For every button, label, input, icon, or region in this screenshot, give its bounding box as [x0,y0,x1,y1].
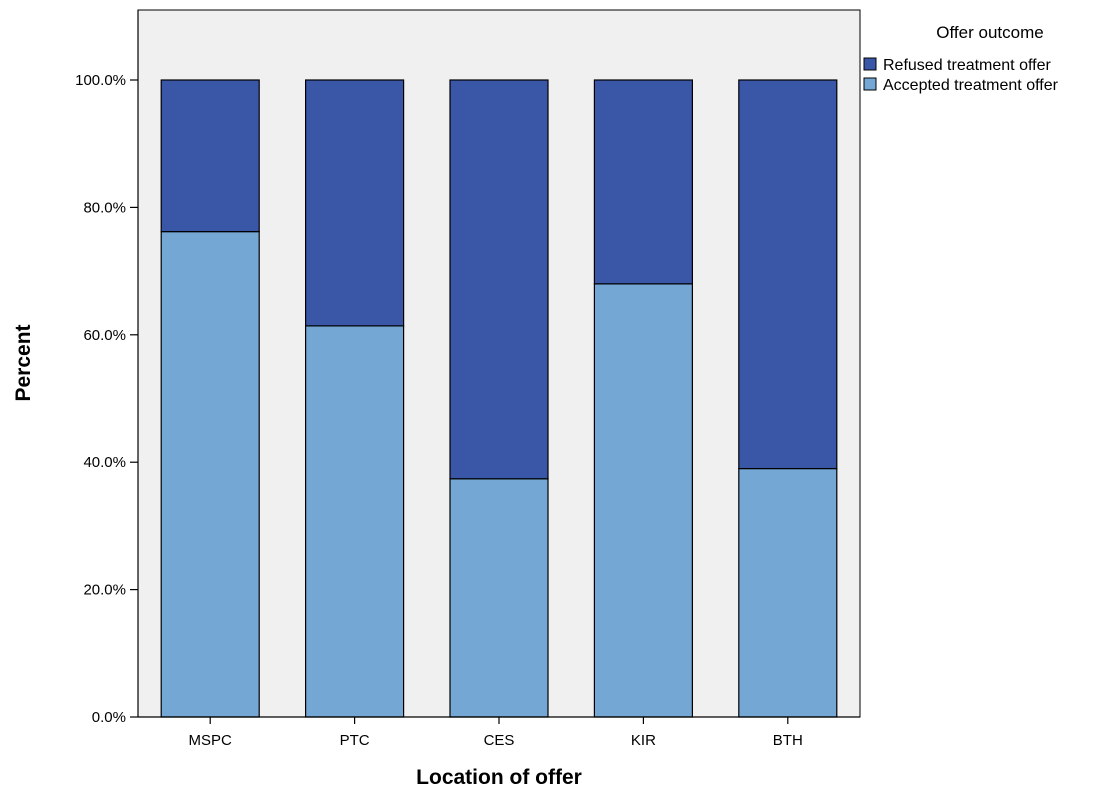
bar-accepted-bth [738,467,838,718]
legend-label-refused: Refused treatment offer [883,57,1051,74]
bar-accepted-mspc [160,231,260,718]
bar-refused-mspc [160,79,260,233]
legend-title: Offer outcome [936,23,1043,42]
y-tick-label: 20.0% [83,582,126,599]
legend-swatch-refused [863,57,877,71]
x-tick-label-bth: BTH [773,732,803,749]
bar-refused-ptc [305,79,405,327]
x-tick-label-mspc: MSPC [189,732,233,749]
y-axis-title: Percent [12,324,35,401]
bar-accepted-ces [449,478,549,718]
x-tick-label-ces: CES [484,732,515,749]
x-tick-label-ptc: PTC [340,732,370,749]
x-tick-label-kir: KIR [631,732,656,749]
y-tick-label: 40.0% [83,454,126,471]
bar-refused-bth [738,79,838,470]
legend-swatch-accepted [863,77,877,91]
bar-refused-ces [449,79,549,480]
x-axis-title: Location of offer [416,766,582,788]
y-axis: 0.0% 20.0% 40.0% 60.0% 80.0% 100.0% [75,10,139,726]
y-tick-label: 100.0% [75,72,126,89]
y-tick-label: 0.0% [92,709,126,726]
x-axis: MSPC PTC CES KIR BTH [138,716,860,749]
legend: Offer outcome Refused treatment offer Ac… [863,23,1059,94]
legend-label-accepted: Accepted treatment offer [883,77,1059,94]
bar-refused-kir [593,79,694,285]
bar-accepted-kir [593,283,694,718]
bars-group [160,79,838,718]
bar-accepted-ptc [305,325,405,718]
y-tick-label: 80.0% [83,199,126,216]
y-tick-label: 60.0% [83,327,126,344]
